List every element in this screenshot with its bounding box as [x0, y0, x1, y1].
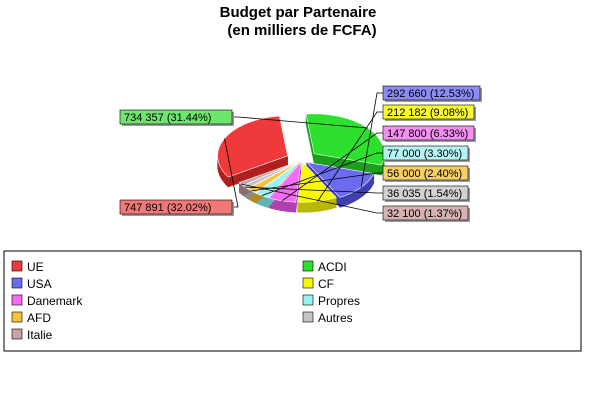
legend-label-afd: AFD [27, 311, 51, 325]
data-label: 147 800 (6.33%) [387, 128, 468, 140]
label-line [240, 183, 383, 214]
data-label: 212 182 (9.08%) [387, 107, 468, 119]
data-label-box [382, 145, 469, 161]
label-line [261, 152, 383, 196]
data-label-box [382, 185, 469, 201]
data-label-box [382, 125, 475, 141]
label-line [281, 132, 383, 202]
legend-swatch-usa [11, 277, 23, 289]
data-label-box [119, 109, 233, 125]
legend-label-propres: Propres [318, 294, 360, 308]
data-label: 292 660 (12.53%) [387, 88, 474, 100]
slice-afd [247, 161, 300, 194]
legend-swatch-ue [11, 260, 23, 272]
legend-swatch-cf [302, 277, 314, 289]
legend-label-danemark: Danemark [27, 294, 83, 308]
label-line [245, 186, 383, 194]
legend-swatch-danemark [11, 294, 23, 306]
legend-swatch-propres [302, 294, 314, 306]
chart-title: Budget par Partenaire [220, 4, 377, 21]
legend-swatch-italie [11, 328, 23, 340]
legend: UE ACDI USA CF Danemark Propres AFD Autres Itali… [11, 260, 360, 342]
legend-label-italie: Italie [27, 328, 53, 342]
data-label-box [382, 85, 481, 101]
data-label: 32 100 (1.37%) [387, 208, 462, 220]
data-label: 734 357 (31.44%) [124, 112, 211, 124]
slice-danemark [268, 161, 302, 203]
legend-box [3, 250, 582, 352]
data-label: 56 000 (2.40%) [387, 168, 462, 180]
label-line [360, 92, 383, 188]
legend-label-ue: UE [27, 260, 44, 274]
label-line [251, 172, 383, 192]
data-label-box [119, 199, 233, 215]
chart-subtitle: (en milliers de FCFA) [227, 22, 376, 39]
data-label: 77 000 (3.30%) [387, 148, 462, 160]
pie-slices [217, 113, 385, 213]
legend-label-autres: Autres [318, 311, 353, 325]
data-label-box [382, 165, 469, 181]
data-label: 36 035 (1.54%) [387, 188, 462, 200]
legend-swatch-acdi [302, 260, 314, 272]
slice-labels: 747 891 (32.02%) 734 357 (31.44%) 292 660 … [119, 85, 482, 222]
label-line [317, 111, 383, 202]
legend-label-cf: CF [318, 277, 334, 291]
legend-swatch-autres [302, 311, 314, 323]
legend-label-acdi: ACDI [318, 260, 347, 274]
data-label-box [382, 104, 475, 120]
legend-label-usa: USA [27, 277, 52, 291]
data-label: 747 891 (32.02%) [124, 202, 211, 214]
data-label-box [382, 205, 469, 221]
legend-swatch-afd [11, 311, 23, 323]
